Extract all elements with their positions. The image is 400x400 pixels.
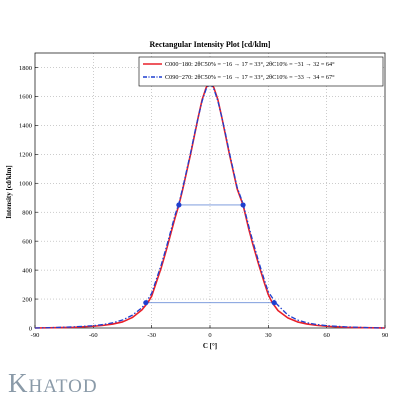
series-line-C090-270	[34, 82, 386, 329]
tick-label-y: 600	[22, 238, 32, 245]
chart-title: Rectangular Intensity Plot [cd/klm]	[150, 40, 271, 49]
legend-entry: C000−180: 2θC50% = −16 → 17 = 33°, 2θC10…	[165, 61, 335, 68]
khatod-logo: KHATOD	[8, 368, 98, 399]
plot-frame	[34, 52, 386, 329]
grid	[35, 53, 385, 328]
marker-point	[143, 300, 149, 306]
tick-label-y: 200	[22, 296, 32, 303]
legend: C000−180: 2θC50% = −16 → 17 = 33°, 2θC10…	[138, 56, 384, 87]
tick-label-y: 0	[29, 325, 32, 332]
marker-point	[176, 202, 182, 208]
legend-entry: C090−270: 2θC50% = −16 → 17 = 33°, 2θC10…	[165, 74, 335, 81]
tick-label-y: 1600	[19, 94, 32, 101]
intensity-chart: Rectangular Intensity Plot [cd/klm] -90-…	[5, 40, 388, 350]
tick-label-x: 30	[265, 332, 272, 339]
legend-box	[138, 56, 384, 87]
axis-ticks: -90 -60 -30 0 30 60 90 0 200 400 600 800 1000 1200 140…	[19, 65, 388, 339]
tick-label-x: 90	[382, 332, 389, 339]
logo-initial: K	[8, 368, 29, 398]
tick-label-y: 800	[22, 210, 32, 217]
half-width-lines	[145, 204, 275, 304]
tick-label-y: 1800	[19, 65, 32, 72]
tick-label-y: 1200	[19, 152, 32, 159]
x-axis-label: C [°]	[203, 342, 217, 350]
marker-point	[271, 300, 277, 306]
tick-label-x: -90	[31, 332, 40, 339]
tick-label-x: -30	[147, 332, 156, 339]
tick-label-y: 1000	[19, 181, 32, 188]
y-axis-label: Intensity [cd/klm]	[5, 165, 13, 218]
tick-label-y: 1400	[19, 123, 32, 130]
tick-label-x: 0	[208, 332, 211, 339]
tick-label-y: 400	[22, 267, 32, 274]
tick-label-x: 60	[323, 332, 330, 339]
logo-rest: HATOD	[28, 376, 98, 397]
marker-point	[240, 202, 246, 208]
marker-points	[143, 202, 277, 306]
tick-label-x: -60	[89, 332, 98, 339]
